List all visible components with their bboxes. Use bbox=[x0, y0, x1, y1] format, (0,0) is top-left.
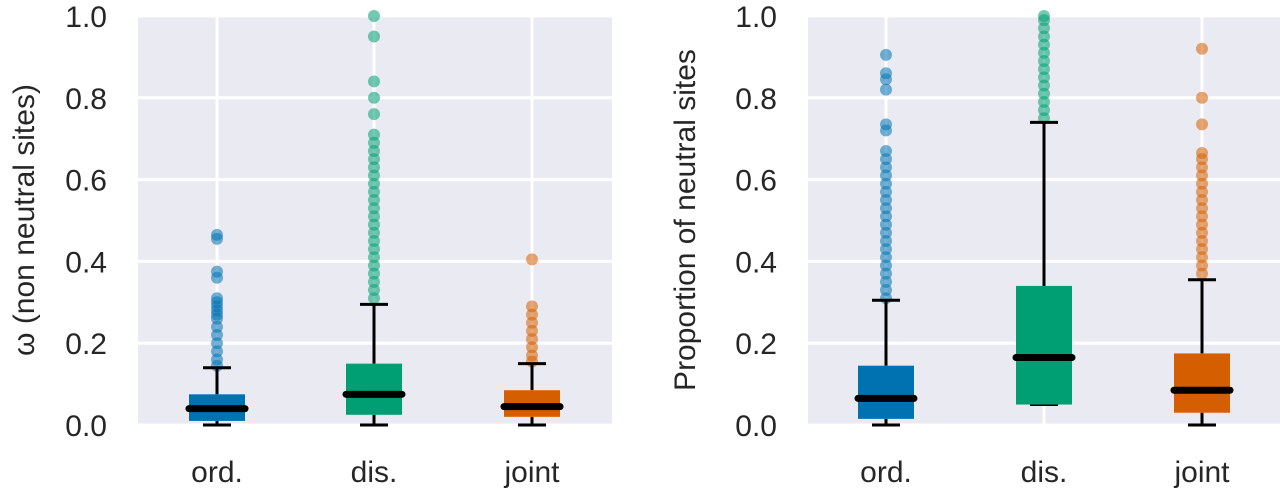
right-box-plot-panel: 0.0 0.2 0.4 0.6 0.8 1.0 ord. dis. joint Proportio… bbox=[669, 1, 1280, 489]
outlier-point bbox=[211, 292, 223, 305]
y-tick-label: 0.0 bbox=[735, 410, 777, 443]
x-tick-label: joint bbox=[1173, 456, 1230, 489]
y-tick-label: 0.4 bbox=[65, 246, 107, 279]
y-tick-label: 0.8 bbox=[735, 83, 777, 116]
outlier-point bbox=[368, 128, 380, 141]
box-joint bbox=[1170, 42, 1234, 427]
box-dis bbox=[342, 10, 406, 427]
box-ord bbox=[854, 48, 918, 427]
outlier-point bbox=[368, 108, 380, 121]
iqr-box bbox=[346, 363, 402, 415]
iqr-box bbox=[858, 365, 914, 419]
x-tick-label: dis. bbox=[1021, 456, 1068, 489]
y-tick-label: 0.6 bbox=[65, 165, 107, 198]
outlier-point bbox=[1196, 91, 1208, 104]
y-tick-label: 0.2 bbox=[65, 328, 107, 361]
y-tick-label: 0.2 bbox=[735, 328, 777, 361]
outlier-point bbox=[1196, 147, 1208, 160]
y-tick-label: 0.6 bbox=[735, 165, 777, 198]
outlier-point bbox=[368, 91, 380, 104]
box-ord bbox=[185, 228, 249, 427]
x-tick-label: dis. bbox=[351, 456, 398, 489]
iqr-box bbox=[1016, 285, 1072, 405]
x-tick-label: ord. bbox=[860, 456, 912, 489]
outlier-point bbox=[1196, 118, 1208, 131]
y-tick-label: 0.0 bbox=[65, 410, 107, 443]
left-box-plot-panel: 0.0 0.2 0.4 0.6 0.8 1.0 ord. dis. joint ω (non ne… bbox=[8, 1, 612, 489]
outlier-point bbox=[880, 118, 892, 131]
outlier-point bbox=[880, 48, 892, 61]
x-tick-label: ord. bbox=[191, 456, 243, 489]
y-axis-label: Proportion of neutral sites bbox=[669, 49, 702, 391]
y-tick-label: 0.8 bbox=[65, 83, 107, 116]
y-tick-label: 1.0 bbox=[735, 1, 777, 34]
y-tick-label: 0.4 bbox=[735, 246, 777, 279]
outlier-point bbox=[211, 265, 223, 278]
box-dis bbox=[1012, 10, 1076, 407]
outlier-point bbox=[880, 83, 892, 96]
outlier-point bbox=[880, 144, 892, 157]
outlier-point bbox=[880, 67, 892, 80]
y-axis-label: ω (non neutral sites) bbox=[8, 84, 41, 356]
y-tick-label: 1.0 bbox=[65, 1, 107, 34]
outlier-point bbox=[211, 228, 223, 241]
outlier-point bbox=[368, 30, 380, 43]
outlier-point bbox=[368, 10, 380, 22]
iqr-box bbox=[1174, 353, 1230, 413]
box-joint bbox=[500, 253, 564, 427]
x-tick-label: joint bbox=[503, 456, 560, 489]
outlier-point bbox=[1038, 10, 1050, 22]
outlier-point bbox=[526, 300, 538, 313]
outlier-point bbox=[1196, 42, 1208, 55]
outlier-point bbox=[526, 253, 538, 266]
outlier-point bbox=[368, 75, 380, 88]
